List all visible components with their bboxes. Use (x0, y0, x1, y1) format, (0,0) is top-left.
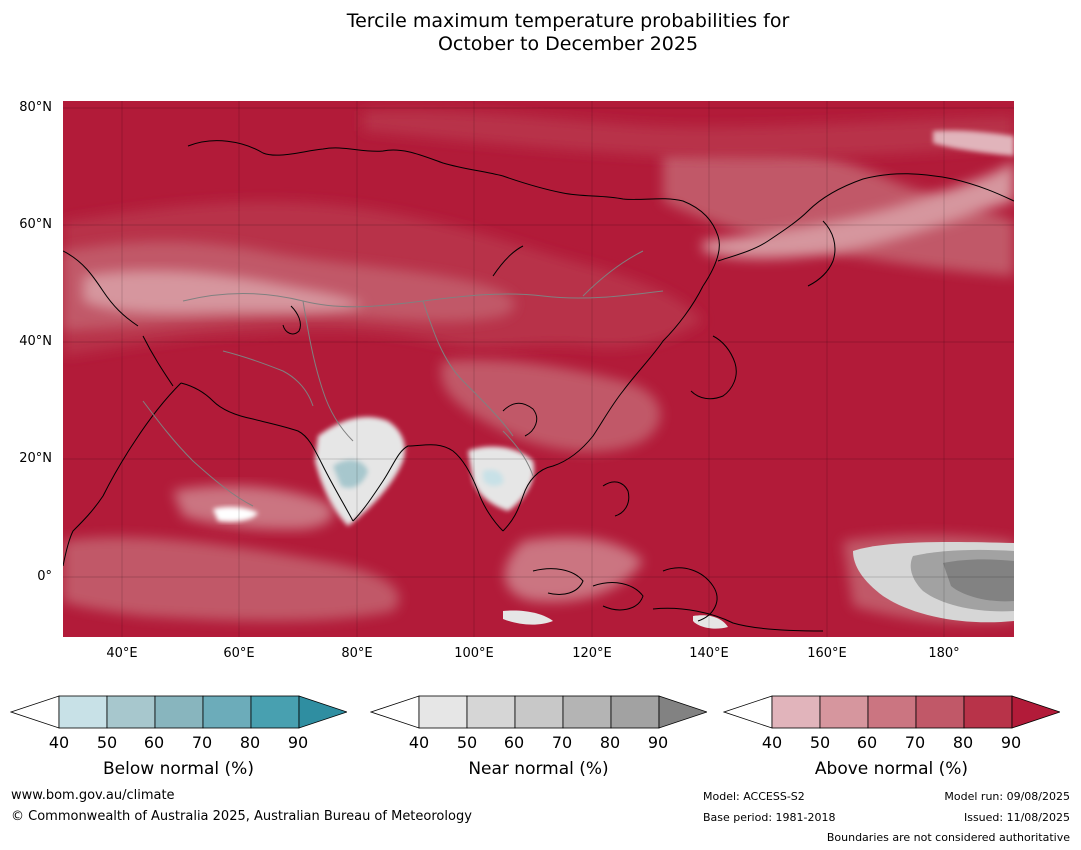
coastlines (63, 140, 1014, 632)
above-tick-80: 80 (952, 733, 974, 752)
near-tick-70: 70 (551, 733, 573, 752)
below-extend-low (10, 695, 60, 729)
map-title-line-2: October to December 2025 (437, 33, 699, 55)
lat-label-20n: 20°N (19, 451, 52, 466)
near-tick-40: 40 (408, 733, 430, 752)
near-tick-60: 60 (503, 733, 525, 752)
below-extend-high (298, 695, 347, 729)
lon-label-40e: 40°E (106, 646, 138, 661)
near-cell-2 (466, 695, 516, 729)
probability-map (63, 101, 1014, 637)
above-normal-label: Above normal (%) (814, 759, 969, 779)
below-tick-70: 70 (191, 733, 213, 752)
near-normal-label: Near normal (%) (468, 759, 609, 779)
map-title-line-1: Tercile maximum temperature probabilitie… (346, 10, 790, 32)
colorbar-near-normal (370, 695, 707, 729)
near-cell-1 (418, 695, 468, 729)
copyright-notice: © Commonwealth of Australia 2025, Austra… (11, 809, 472, 824)
above-cell-3 (867, 695, 917, 729)
above-tick-50: 50 (809, 733, 831, 752)
lon-label-160e: 160°E (807, 646, 847, 661)
near-cell-5 (610, 695, 660, 729)
below-cell-1 (58, 695, 108, 729)
below-tick-60: 60 (143, 733, 165, 752)
below-cell-5 (250, 695, 300, 729)
above-cell-1 (771, 695, 821, 729)
colorbar-below-cells (10, 695, 347, 729)
below-tick-90: 90 (287, 733, 309, 752)
bom-website-link[interactable]: www.bom.gov.au/climate (11, 788, 175, 803)
colorbar-above-normal (723, 695, 1060, 729)
colorbar-below-normal (10, 695, 347, 729)
boundaries-disclaimer: Boundaries are not considered authoritat… (826, 831, 1070, 844)
colorbar-above-cells (723, 695, 1060, 729)
model-run-date: Model run: 09/08/2025 (944, 790, 1070, 803)
colorbar-near-cells (370, 695, 707, 729)
lon-label-80e: 80°E (341, 646, 373, 661)
lon-label-60e: 60°E (223, 646, 255, 661)
lat-label-80n: 80°N (19, 100, 52, 115)
above-tick-60: 60 (856, 733, 878, 752)
above-cell-5 (963, 695, 1013, 729)
issued-date: Issued: 11/08/2025 (963, 811, 1070, 824)
near-tick-90: 90 (647, 733, 669, 752)
graticule (63, 101, 1014, 637)
near-extend-low (370, 695, 420, 729)
near-extend-high (658, 695, 707, 729)
near-tick-50: 50 (456, 733, 478, 752)
above-cell-2 (819, 695, 869, 729)
model-name: Model: ACCESS-S2 (703, 790, 805, 803)
lat-label-60n: 60°N (19, 217, 52, 232)
below-tick-40: 40 (48, 733, 70, 752)
base-period: Base period: 1981-2018 (703, 811, 836, 824)
below-tick-80: 80 (239, 733, 261, 752)
lat-label-0: 0° (37, 569, 52, 584)
lon-label-180: 180° (928, 646, 960, 661)
above-tick-40: 40 (761, 733, 783, 752)
above-extend-low (723, 695, 773, 729)
above-extend-high (1011, 695, 1060, 729)
near-cell-3 (514, 695, 564, 729)
above-tick-70: 70 (904, 733, 926, 752)
lat-label-40n: 40°N (19, 334, 52, 349)
below-tick-50: 50 (96, 733, 118, 752)
near-tick-80: 80 (599, 733, 621, 752)
near-cell-4 (562, 695, 612, 729)
below-cell-4 (202, 695, 252, 729)
lon-label-140e: 140°E (689, 646, 729, 661)
above-cell-4 (915, 695, 965, 729)
below-normal-shading (333, 459, 504, 488)
below-normal-label: Below normal (%) (103, 759, 254, 779)
above-tick-90: 90 (1000, 733, 1022, 752)
lon-label-120e: 120°E (572, 646, 612, 661)
below-cell-2 (106, 695, 156, 729)
below-cell-3 (154, 695, 204, 729)
country-borders (142, 250, 664, 507)
lon-label-100e: 100°E (454, 646, 494, 661)
